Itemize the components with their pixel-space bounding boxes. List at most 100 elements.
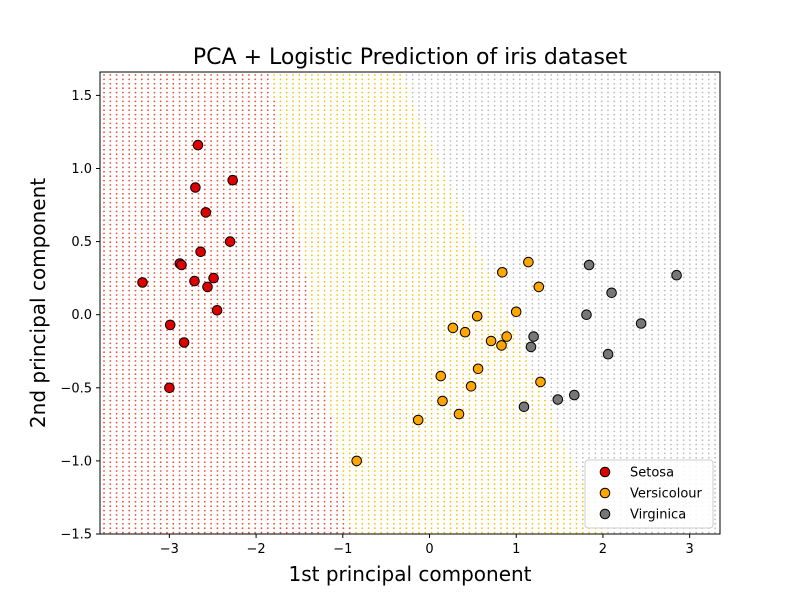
region-dot <box>392 166 395 169</box>
region-dot <box>613 131 616 134</box>
region-dot <box>663 272 666 274</box>
region-dot <box>216 289 219 292</box>
region-dot <box>506 144 509 147</box>
region-dot <box>279 258 282 261</box>
region-dot <box>374 210 376 213</box>
region-dot <box>109 201 112 204</box>
region-dot <box>191 210 194 213</box>
region-dot <box>159 272 162 274</box>
region-dot <box>128 232 131 235</box>
region-dot <box>569 197 572 200</box>
region-dot <box>525 267 527 270</box>
region-dot <box>355 153 357 156</box>
region-dot <box>563 148 565 151</box>
region-dot <box>254 263 257 266</box>
region-dot <box>134 82 137 85</box>
region-dot <box>348 276 351 279</box>
region-dot <box>178 82 181 85</box>
region-dot <box>128 206 131 208</box>
region-dot <box>367 210 370 213</box>
region-dot <box>663 104 666 107</box>
region-dot <box>210 144 213 147</box>
region-dot <box>588 113 590 116</box>
region-dot <box>197 228 200 230</box>
region-dot <box>229 294 231 296</box>
region-dot <box>695 276 698 279</box>
region-dot <box>166 223 168 226</box>
region-dot <box>411 91 414 94</box>
region-dot <box>424 96 427 98</box>
region-dot <box>455 162 458 164</box>
region-dot <box>569 157 572 160</box>
region-dot <box>115 126 118 129</box>
region-dot <box>128 219 131 222</box>
region-dot <box>701 122 704 125</box>
region-dot <box>644 192 647 195</box>
region-dot <box>569 131 572 134</box>
region-dot <box>241 109 244 112</box>
region-dot <box>140 91 143 94</box>
region-dot <box>241 254 244 257</box>
region-dot <box>581 184 584 186</box>
region-dot <box>292 285 294 288</box>
region-dot <box>682 96 685 98</box>
region-dot <box>695 197 698 200</box>
region-dot <box>638 206 641 208</box>
region-dot <box>153 144 156 147</box>
region-dot <box>342 109 345 112</box>
region-dot <box>424 254 427 257</box>
region-dot <box>392 241 395 244</box>
region-dot <box>689 219 691 222</box>
region-dot <box>304 153 307 156</box>
region-dot <box>644 140 647 142</box>
region-dot <box>260 82 263 85</box>
region-dot <box>380 294 383 296</box>
region-dot <box>140 188 143 191</box>
region-dot <box>254 131 257 134</box>
region-dot <box>399 109 401 112</box>
region-dot <box>556 250 559 252</box>
region-dot <box>594 91 597 94</box>
region-dot <box>600 188 603 191</box>
region-dot <box>210 96 213 98</box>
region-dot <box>166 126 168 129</box>
region-dot <box>317 236 320 239</box>
region-dot <box>619 157 622 160</box>
region-dot <box>248 267 250 270</box>
region-dot <box>405 245 408 248</box>
region-dot <box>481 236 483 239</box>
region-dot <box>493 232 496 235</box>
region-dot <box>670 100 672 103</box>
region-dot <box>273 153 275 156</box>
region-dot <box>430 91 433 94</box>
region-dot <box>405 236 408 239</box>
region-dot <box>399 179 401 182</box>
region-dot <box>594 263 597 266</box>
region-dot <box>216 175 219 178</box>
region-dot <box>449 236 452 239</box>
region-dot <box>468 267 471 270</box>
region-dot <box>216 228 219 230</box>
region-dot <box>122 122 124 125</box>
region-dot <box>222 272 225 274</box>
region-dot <box>361 78 364 81</box>
region-dot <box>443 87 446 90</box>
region-dot <box>103 144 105 147</box>
region-dot <box>462 232 464 235</box>
region-dot <box>638 144 641 147</box>
region-dot <box>487 184 490 186</box>
region-dot <box>550 78 553 81</box>
region-dot <box>279 126 282 129</box>
region-dot <box>172 214 175 217</box>
region-dot <box>500 144 502 147</box>
region-dot <box>544 201 546 204</box>
region-dot <box>437 175 439 178</box>
region-dot <box>392 122 395 125</box>
region-dot <box>248 148 250 151</box>
region-dot <box>569 254 572 257</box>
region-dot <box>355 250 357 252</box>
region-dot <box>329 294 332 296</box>
region-dot <box>594 280 597 283</box>
region-dot <box>254 100 257 103</box>
region-dot <box>500 250 502 252</box>
